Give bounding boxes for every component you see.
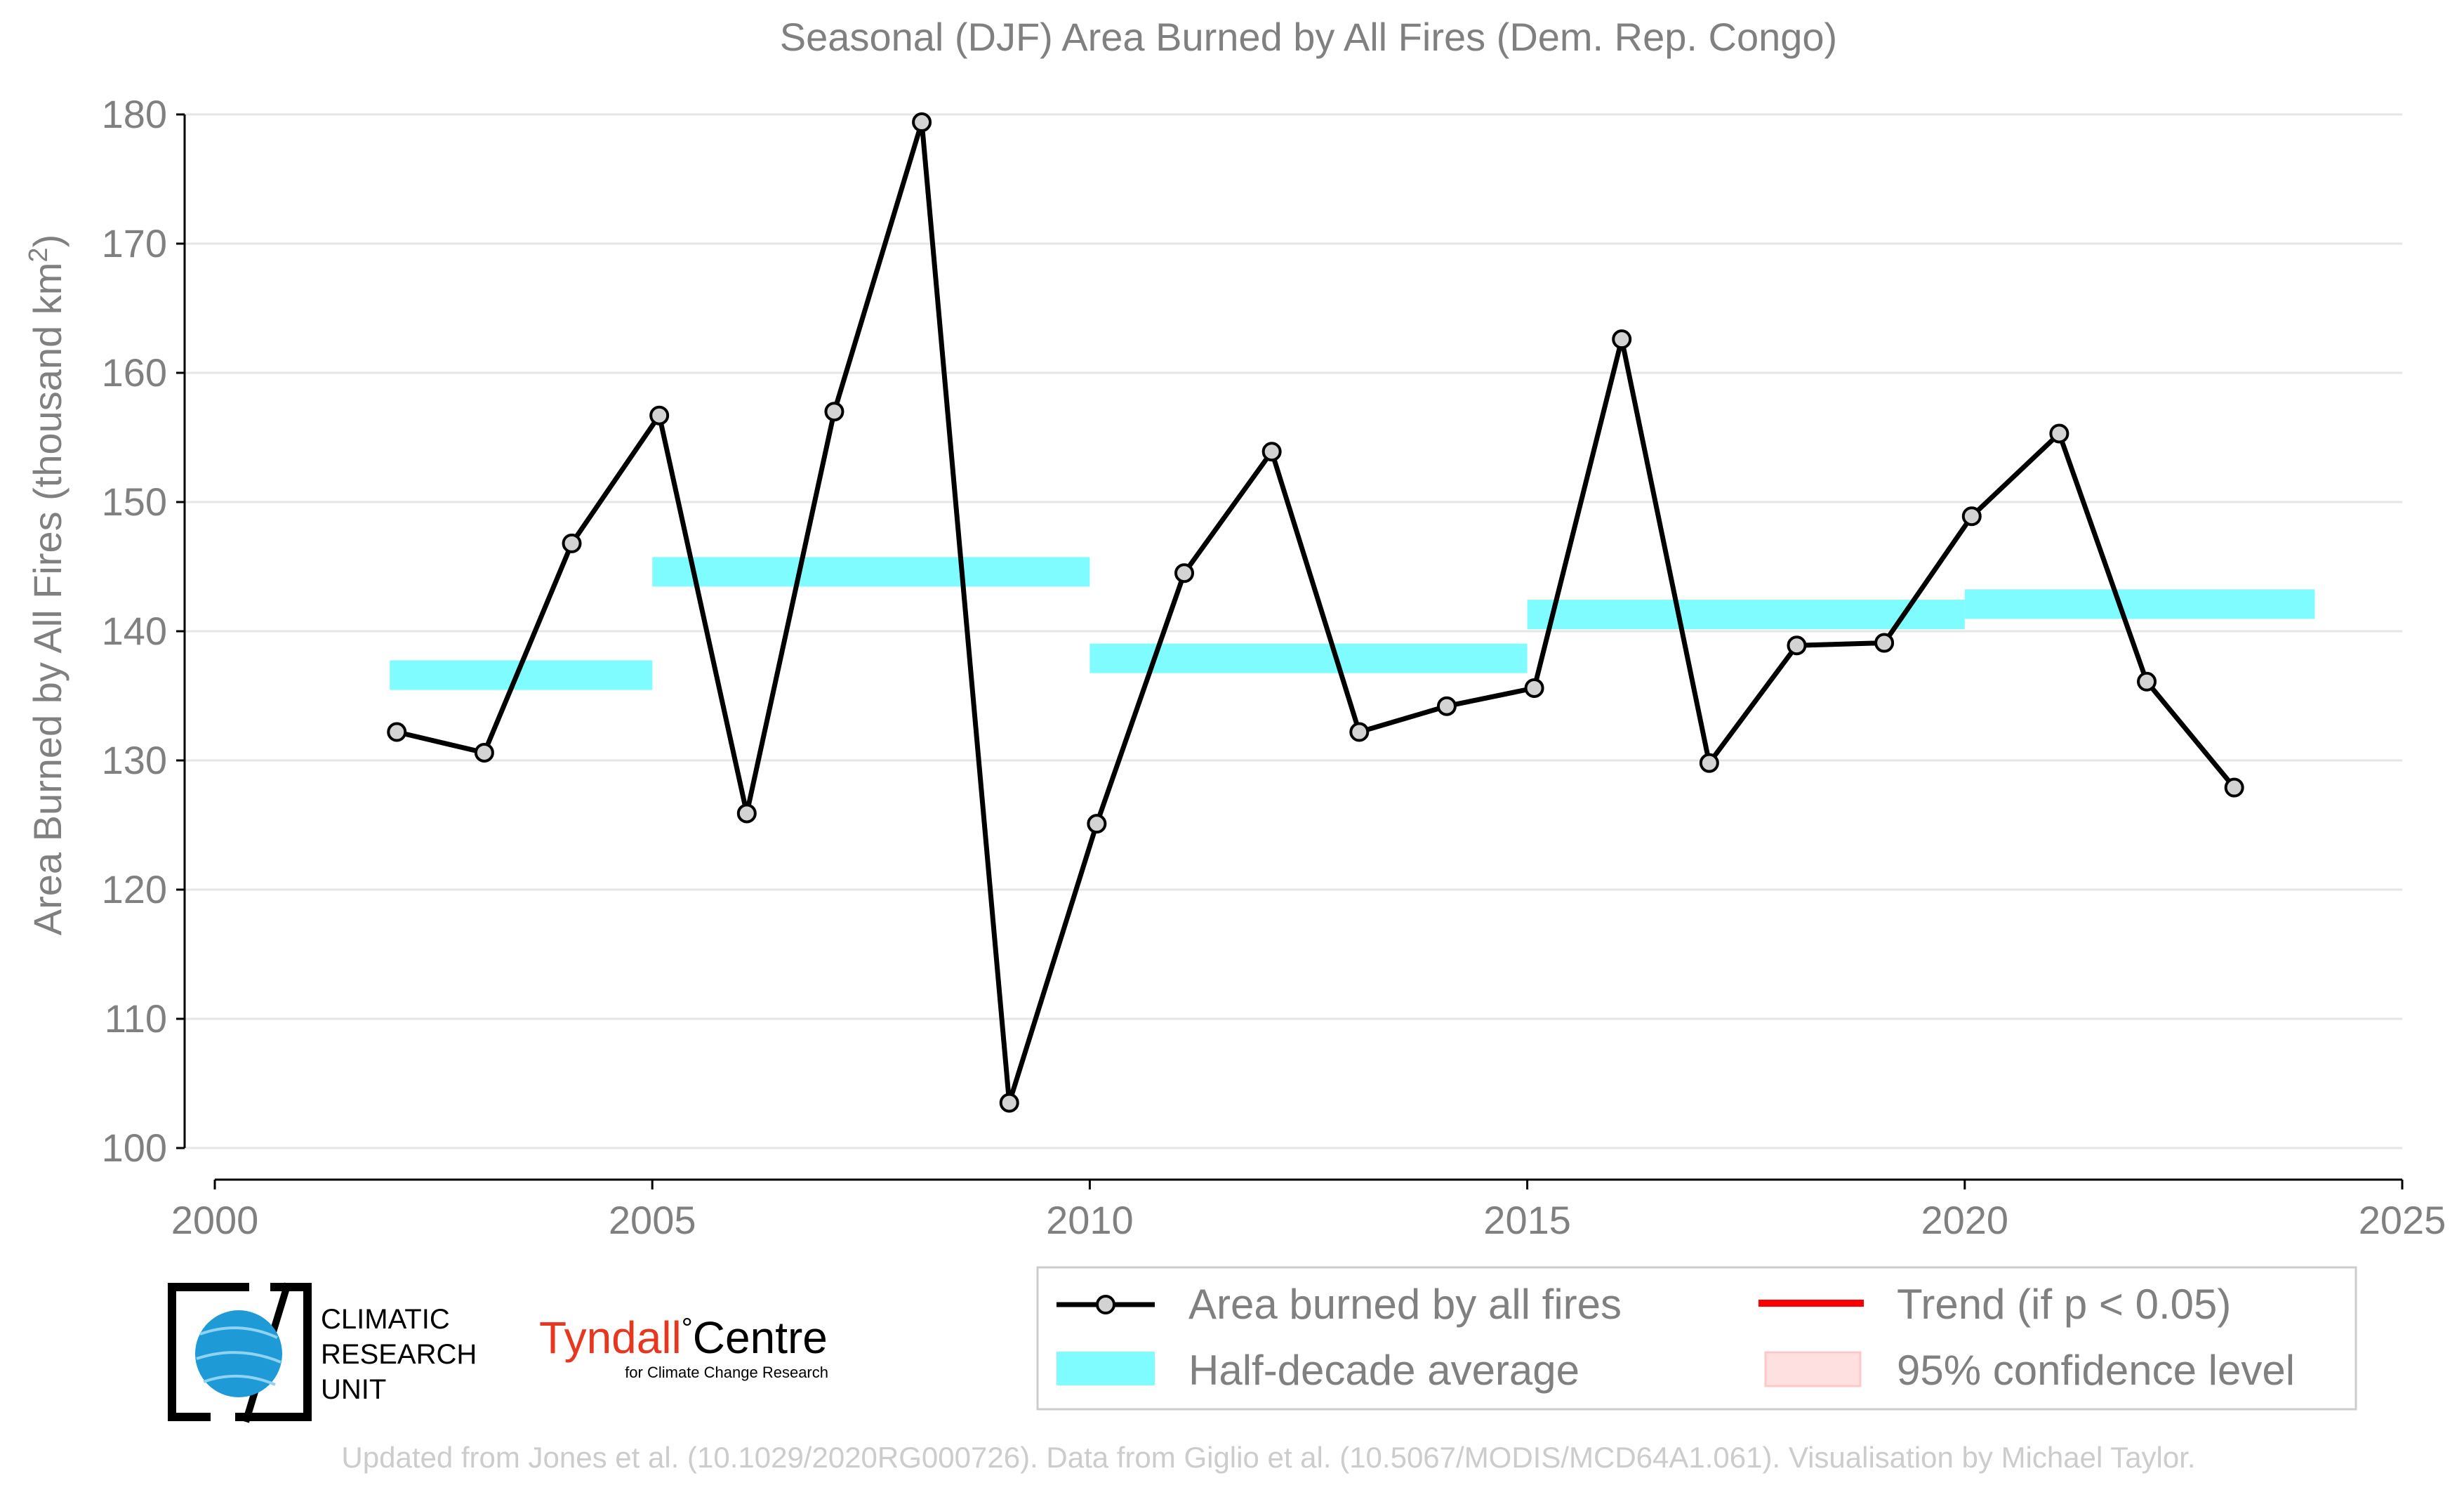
chart-title: Seasonal (DJF) Area Burned by All Fires … xyxy=(780,15,1837,59)
data-point xyxy=(1524,678,1544,698)
data-point xyxy=(824,402,844,422)
y-axis-label: Area Burned by All Fires (thousand km2) xyxy=(24,235,69,935)
tyndall-logo-centre: Centre xyxy=(693,1312,828,1363)
tyndall-logo-text: Tyndall°Centre xyxy=(539,1312,828,1363)
legend-series-label: Area burned by all fires xyxy=(1188,1281,1622,1328)
half-decade-bar xyxy=(1089,643,1528,673)
legend-frame xyxy=(1036,1266,2357,1411)
y-axis-label-sup: 2 xyxy=(24,247,53,262)
data-point xyxy=(474,742,494,763)
data-point xyxy=(912,112,932,133)
data-point xyxy=(1961,506,1982,527)
data-point xyxy=(1874,633,1895,653)
data-point xyxy=(387,722,407,742)
data-point xyxy=(1261,442,1282,462)
y-tick-label: 120 xyxy=(102,867,167,911)
tyndall-logo: Tyndall°Centre for Climate Change Resear… xyxy=(539,1312,828,1381)
cru-logo-line-2: RESEARCH xyxy=(321,1339,477,1370)
tyndall-logo-main: Tyndall xyxy=(539,1312,682,1363)
y-tick-label: 170 xyxy=(102,221,167,265)
x-tick-label: 2005 xyxy=(609,1198,696,1242)
y-tick-label: 140 xyxy=(102,609,167,653)
y-tick-label: 130 xyxy=(102,738,167,782)
legend-series-marker xyxy=(1096,1295,1115,1314)
data-point xyxy=(736,803,757,824)
data-point xyxy=(2137,671,2157,692)
axes: 100 110 120 130 140 150 160 170 180 2000 2005 2010 2… xyxy=(102,92,2446,1242)
y-tick-label: 100 xyxy=(102,1126,167,1170)
data-point xyxy=(562,533,582,553)
y-axis-label-main: Area Burned by All Fires (thousand km xyxy=(25,263,69,936)
legend-confidence-label: 95% confidence level xyxy=(1897,1347,2295,1394)
y-tick-label: 160 xyxy=(102,350,167,395)
globe-icon-lines xyxy=(196,1326,281,1386)
legend-confidence-swatch xyxy=(1764,1351,1862,1387)
cru-logo-line-3: UNIT xyxy=(321,1374,386,1405)
half-decade-bands xyxy=(390,557,2315,690)
tyndall-logo-degree: ° xyxy=(682,1313,693,1344)
cru-logo-line-1: CLIMATIC xyxy=(321,1304,450,1335)
y-tick-label: 110 xyxy=(105,996,167,1041)
data-point xyxy=(2049,423,2069,444)
data-point xyxy=(1436,696,1457,716)
data-point xyxy=(1349,722,1370,742)
legend: Area burned by all fires Trend (if p < 0… xyxy=(1036,1266,2357,1411)
half-decade-bar xyxy=(1964,589,2315,619)
data-point xyxy=(999,1093,1019,1113)
series-area-burned xyxy=(387,112,2244,1113)
data-point xyxy=(1087,814,1107,834)
x-tick-label: 2015 xyxy=(1483,1198,1571,1242)
cru-logo: CLIMATIC RESEARCH UNIT xyxy=(168,1282,477,1423)
data-point xyxy=(1174,563,1195,583)
x-tick-label: 2020 xyxy=(1921,1198,2009,1242)
footer-credit: Updated from Jones et al. (10.1029/2020R… xyxy=(341,1441,2195,1474)
y-tick-label: 180 xyxy=(102,92,167,136)
legend-half-decade-swatch xyxy=(1057,1352,1155,1385)
data-point xyxy=(649,405,670,426)
grid-lines xyxy=(185,113,2402,1149)
y-tick-label: 150 xyxy=(102,480,167,524)
data-point xyxy=(2224,777,2244,798)
x-tick-label: 2000 xyxy=(171,1198,259,1242)
x-tick-label: 2010 xyxy=(1046,1198,1134,1242)
half-decade-bar xyxy=(1527,600,1965,630)
x-tick-label: 2025 xyxy=(2359,1198,2446,1242)
legend-trend-label: Trend (if p < 0.05) xyxy=(1897,1281,2231,1328)
data-point xyxy=(1612,329,1632,350)
data-point xyxy=(1699,753,1719,773)
data-point xyxy=(1787,635,1807,656)
series-line xyxy=(396,119,2237,1106)
y-axis-label-end: ) xyxy=(25,235,69,248)
half-decade-bar xyxy=(652,557,1090,587)
tyndall-logo-subtitle: for Climate Change Research xyxy=(625,1364,828,1381)
legend-half-decade-label: Half-decade average xyxy=(1188,1347,1579,1394)
